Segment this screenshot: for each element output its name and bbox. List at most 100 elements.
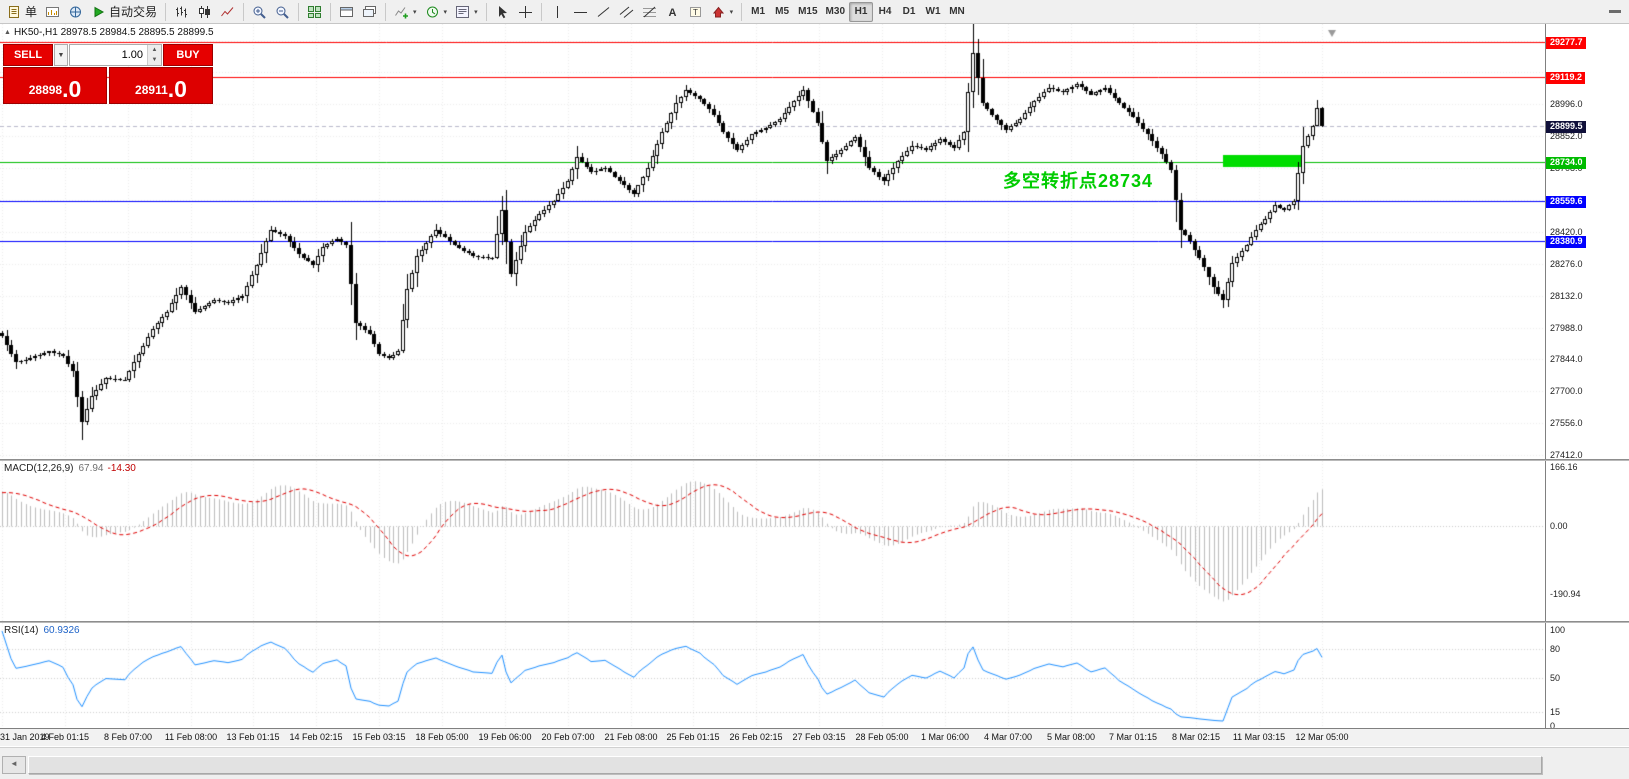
time-axis-label: 27 Feb 03:15 xyxy=(792,732,846,742)
zoom-in-icon xyxy=(252,5,267,19)
current-price-tag: 28899.5 xyxy=(1546,120,1586,133)
scrollbar-thumb[interactable] xyxy=(28,756,1542,774)
time-axis-label: 7 Mar 01:15 xyxy=(1108,732,1158,742)
rsi-scale-label: 80 xyxy=(1550,644,1561,655)
chart-ohlc-readout: ▲ HK50-,H1 28978.5 28984.5 28895.5 28899.… xyxy=(4,27,214,38)
rsi-panel-canvas[interactable] xyxy=(0,623,1545,728)
time-axis[interactable]: 31 Jan 2019 4 Feb 01:15 8 Feb 07:00 11 Feb … xyxy=(0,728,1629,746)
sell-price-frac: .0 xyxy=(62,76,82,102)
vertical-line-button[interactable] xyxy=(546,2,569,22)
buy-price[interactable]: 28911.0 xyxy=(109,67,213,104)
price-scale-label: 28420.0 xyxy=(1550,226,1583,237)
zoom-out-icon xyxy=(275,5,290,19)
cursor-icon xyxy=(495,5,510,19)
navigator-button[interactable] xyxy=(64,2,87,22)
templates-button[interactable]: ▾ xyxy=(451,2,482,22)
price-chart-canvas[interactable] xyxy=(0,24,1545,459)
horizontal-line-button[interactable] xyxy=(569,2,592,22)
timeframe-m1-button[interactable]: M1 xyxy=(746,2,770,22)
chevron-down-icon: ▾ xyxy=(413,8,417,16)
indicators-button[interactable]: ▾ xyxy=(390,2,421,22)
one-click-collapse-icon[interactable]: ▲ xyxy=(4,29,11,36)
macd-scale-label: 0.00 xyxy=(1550,521,1568,531)
panel-splitter-rsi[interactable] xyxy=(0,621,1629,623)
auto-trading-button[interactable]: 自动交易 xyxy=(87,2,161,22)
timeframe-w1-button[interactable]: W1 xyxy=(921,2,945,22)
cursor-button[interactable] xyxy=(491,2,514,22)
timeframe-h1-button[interactable]: H1 xyxy=(849,1,873,22)
price-scale-label: 27844.0 xyxy=(1550,354,1583,365)
new-order-button[interactable]: 单 xyxy=(3,2,41,22)
macd-panel-canvas[interactable] xyxy=(0,461,1545,621)
arrows-button[interactable]: ▾ xyxy=(707,2,738,22)
sell-button[interactable]: SELL xyxy=(3,44,53,66)
periods-button[interactable]: ▾ xyxy=(421,2,452,22)
price-scale-label: 28276.0 xyxy=(1550,258,1583,269)
vertical-line-icon xyxy=(550,5,565,19)
price-scale-label: 28132.0 xyxy=(1550,290,1583,301)
price-level-tag: 28734.0 xyxy=(1546,157,1586,170)
new-order-icon xyxy=(7,5,22,19)
time-axis-label: 14 Feb 02:15 xyxy=(289,732,343,742)
arrange-windows-button[interactable] xyxy=(335,2,358,22)
buy-button[interactable]: BUY xyxy=(163,44,213,66)
cascade-windows-button[interactable] xyxy=(358,2,381,22)
volume-input[interactable] xyxy=(70,45,147,65)
macd-label: MACD(12,26,9) 67.94 -14.30 xyxy=(4,463,136,474)
buy-price-int: 28911 xyxy=(135,83,168,97)
trendline-button[interactable] xyxy=(592,2,615,22)
time-axis-label: 11 Feb 08:00 xyxy=(164,732,218,742)
time-axis-label: 26 Feb 02:15 xyxy=(729,732,783,742)
templates-icon xyxy=(455,5,470,19)
bar-chart-button[interactable] xyxy=(170,2,193,22)
macd-main-value: 67.94 xyxy=(78,463,104,474)
candlestick-chart-button[interactable] xyxy=(193,2,216,22)
volume-down-button[interactable]: ▼ xyxy=(148,55,161,65)
time-axis-label: 4 Feb 01:15 xyxy=(40,732,90,742)
zoom-in-button[interactable] xyxy=(248,2,271,22)
toolbar-overflow-handle[interactable] xyxy=(1609,10,1621,13)
zoom-out-button[interactable] xyxy=(271,2,294,22)
horizontal-scrollbar[interactable]: ◄ xyxy=(0,747,1629,779)
time-axis-label: 13 Feb 01:15 xyxy=(226,732,280,742)
timeframe-mn-button[interactable]: MN xyxy=(945,2,969,22)
timeframe-m30-button[interactable]: M30 xyxy=(822,2,849,22)
text-label-button[interactable]: T xyxy=(684,2,707,22)
pivot-annotation-text[interactable]: 多空转折点28734 xyxy=(1003,171,1154,191)
scrollbar-left-button[interactable]: ◄ xyxy=(2,756,26,774)
charts-button[interactable] xyxy=(41,2,64,22)
timeframe-d1-button[interactable]: D1 xyxy=(897,2,921,22)
candlestick-chart-icon xyxy=(197,5,212,19)
fibonacci-button[interactable] xyxy=(638,2,661,22)
svg-text:A: A xyxy=(668,7,676,19)
timeframe-h4-button[interactable]: H4 xyxy=(873,2,897,22)
navigator-icon xyxy=(68,5,83,19)
price-scale[interactable]: 28996.028852.028708.028420.028276.028132… xyxy=(1545,24,1629,731)
timeframe-m15-button[interactable]: M15 xyxy=(794,2,821,22)
crosshair-button[interactable] xyxy=(514,2,537,22)
price-scale-label: 27988.0 xyxy=(1550,322,1583,333)
rsi-label: RSI(14) 60.9326 xyxy=(4,625,80,636)
tile-windows-icon xyxy=(307,5,322,19)
time-axis-label: 28 Feb 05:00 xyxy=(855,732,909,742)
trendline-icon xyxy=(596,5,611,19)
sell-price[interactable]: 28898.0 xyxy=(3,67,107,104)
timeframe-m5-button[interactable]: M5 xyxy=(770,2,794,22)
rsi-scale-label: 15 xyxy=(1550,706,1561,717)
text-icon: A xyxy=(665,5,680,19)
line-chart-button[interactable] xyxy=(216,2,239,22)
equidistant-channel-button[interactable] xyxy=(615,2,638,22)
tile-windows-button[interactable] xyxy=(303,2,326,22)
time-axis-label: 12 Mar 05:00 xyxy=(1295,732,1349,742)
macd-scale-label: 166.16 xyxy=(1550,461,1578,472)
order-type-caret[interactable]: ▼ xyxy=(54,44,68,66)
toolbar-separator xyxy=(298,2,300,21)
volume-up-button[interactable]: ▲ xyxy=(148,45,161,55)
rsi-value: 60.9326 xyxy=(43,625,80,636)
text-button[interactable]: A xyxy=(661,2,684,22)
toolbar-separator xyxy=(741,2,743,21)
buy-price-frac: .0 xyxy=(167,76,187,102)
price-scale-label: 28996.0 xyxy=(1550,99,1583,110)
panel-splitter-macd[interactable] xyxy=(0,459,1629,461)
